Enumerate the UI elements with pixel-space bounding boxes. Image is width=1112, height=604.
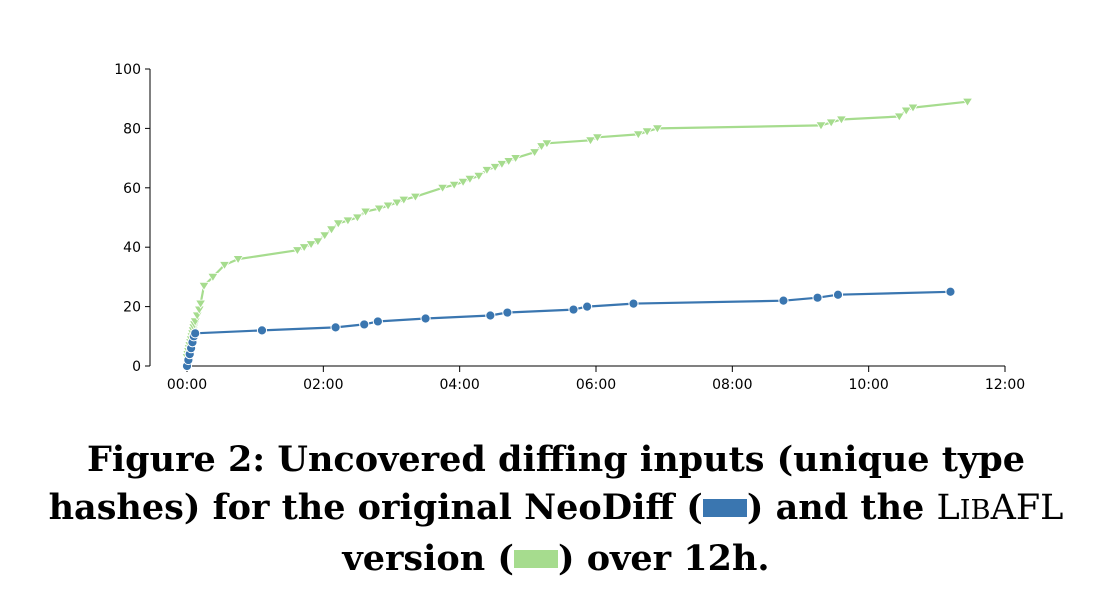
libafl-point	[332, 219, 345, 229]
x-tick-label: 10:00	[848, 377, 888, 393]
libafl-line	[185, 100, 968, 358]
libafl-point	[502, 157, 515, 167]
neodiff-point	[832, 289, 844, 300]
libafl-point	[815, 121, 827, 131]
libafl-point	[591, 133, 604, 143]
libafl-name-l: L	[936, 488, 960, 528]
neodiff-point	[628, 298, 639, 309]
caption-part3: version (	[342, 538, 514, 579]
libafl-point	[489, 163, 501, 173]
x-tick-label: 02:00	[303, 377, 343, 393]
neodiff-point	[256, 325, 268, 336]
libafl-point	[835, 115, 848, 125]
libafl-point	[305, 240, 317, 250]
neodiff-point	[359, 319, 370, 330]
y-tick-label: 20	[123, 300, 141, 316]
neodiff-point	[945, 286, 956, 297]
libafl-point	[318, 231, 331, 241]
libafl-point	[541, 139, 553, 149]
libafl-point	[232, 255, 244, 265]
libafl-point	[907, 103, 919, 113]
libafl-point	[584, 136, 597, 146]
neodiff-point	[502, 307, 513, 318]
x-tick-label: 00:00	[167, 377, 207, 393]
libafl-point	[509, 154, 522, 164]
uncovered-inputs-chart: 0 20 40 60 80 100 00:00 02:00 04:00 06:00 08:00 10…	[114, 62, 1025, 393]
y-tick-label: 80	[123, 121, 141, 137]
x-tick-label: 08:00	[712, 377, 752, 393]
x-tick-label: 06:00	[576, 377, 616, 393]
libafl-point	[291, 246, 304, 256]
neodiff-legend-swatch	[702, 499, 747, 517]
libafl-point	[464, 175, 476, 185]
libafl-point	[436, 183, 449, 194]
libafl-point	[198, 281, 210, 292]
libafl-point	[359, 207, 372, 217]
libafl-point	[448, 180, 460, 191]
neodiff-point	[485, 310, 496, 321]
x-tick-label: 12:00	[985, 377, 1025, 393]
libafl-point	[342, 216, 354, 226]
plot-area	[181, 97, 974, 372]
libafl-point	[528, 148, 541, 158]
libafl-point	[325, 225, 338, 235]
libafl-point	[312, 237, 324, 247]
neodiff-point	[420, 313, 431, 324]
libafl-point	[651, 124, 664, 134]
libafl-point	[632, 130, 645, 140]
libafl-point	[893, 112, 906, 122]
neodiff-line	[185, 290, 951, 367]
libafl-point	[351, 213, 364, 223]
y-tick-label: 0	[132, 359, 141, 375]
y-tick-label: 100	[114, 62, 141, 78]
neodiff-point	[190, 328, 201, 339]
libafl-point	[825, 118, 837, 128]
neodiff-point	[778, 295, 789, 306]
libafl-legend-swatch	[513, 550, 558, 568]
libafl-name-ib: IB	[959, 495, 991, 526]
y-tick-label: 40	[123, 240, 141, 256]
libafl-name-afl: AFL	[990, 488, 1064, 528]
neodiff-point	[330, 322, 341, 333]
y-axis: 0 20 40 60 80 100	[114, 62, 151, 375]
libafl-point	[207, 273, 219, 283]
neodiff-point	[568, 304, 579, 315]
libafl-point	[900, 106, 912, 116]
x-axis: 00:00 02:00 04:00 06:00 08:00 10:00 12:00	[167, 365, 1025, 393]
y-tick-label: 60	[123, 181, 141, 197]
libafl-point	[218, 261, 231, 271]
libafl-series	[181, 97, 974, 363]
libafl-point	[961, 97, 974, 107]
caption-part4: ) over 12h.	[557, 538, 770, 579]
figure-caption: Figure 2: Uncovered diffing inputs (uniq…	[20, 436, 1092, 583]
libafl-point	[409, 192, 422, 202]
libafl-point	[473, 172, 485, 182]
libafl-point	[641, 127, 653, 137]
neodiff-point	[582, 301, 593, 312]
libafl-point	[382, 201, 394, 211]
libafl-point	[298, 243, 310, 253]
caption-part2: ) and the	[746, 487, 937, 528]
libafl-point	[535, 142, 548, 152]
libafl-point	[398, 195, 410, 205]
neodiff-point	[812, 292, 823, 303]
libafl-point	[373, 204, 385, 214]
libafl-point	[496, 160, 508, 170]
caption-part1: Figure 2: Uncovered diffing inputs (uniq…	[48, 439, 1025, 528]
libafl-point	[391, 198, 403, 208]
libafl-name: LIBAFL	[936, 488, 1063, 528]
x-tick-label: 04:00	[439, 377, 479, 393]
neodiff-point	[372, 316, 383, 327]
libafl-point	[457, 178, 469, 188]
neodiff-series	[181, 286, 956, 372]
libafl-point	[481, 166, 493, 176]
libafl-point	[194, 299, 207, 309]
